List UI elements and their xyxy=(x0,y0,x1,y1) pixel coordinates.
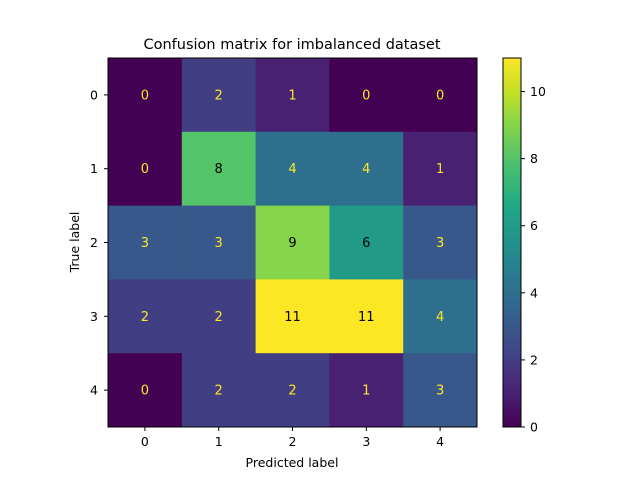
heatmap-cell xyxy=(255,353,330,428)
cell-value-label: 2 xyxy=(288,384,296,399)
cell-value-label: 3 xyxy=(436,236,444,251)
cell-value-labels: 0 2 1 0 0 0 8 4 4 1 3 3 9 6 3 2 2 11 11 4 0 2 2 1 3 xyxy=(141,88,444,398)
y-tick-label: 0 xyxy=(90,87,98,102)
cell-value-label: 3 xyxy=(215,236,223,251)
cell-value-label: 1 xyxy=(436,162,444,177)
heatmap-cell xyxy=(255,58,330,133)
y-axis-label: True label xyxy=(67,212,82,274)
cell-value-label: 0 xyxy=(362,88,370,103)
y-axis-ticks: 0 1 2 3 4 xyxy=(90,87,108,398)
heatmap-cell xyxy=(255,205,330,280)
heatmap-cell xyxy=(329,58,404,133)
cell-value-label: 0 xyxy=(141,88,149,103)
heatmap-cell xyxy=(329,353,404,428)
cell-value-label: 6 xyxy=(362,236,370,251)
y-tick-label: 3 xyxy=(90,309,98,324)
x-tick-label: 1 xyxy=(215,434,223,449)
cell-value-label: 3 xyxy=(141,236,149,251)
heatmap-cell xyxy=(181,58,257,133)
colorbar-tick-label: 0 xyxy=(530,420,538,435)
colorbar-tick-label: 2 xyxy=(530,352,538,367)
heatmap-cell xyxy=(329,205,404,280)
colorbar-tick-label: 10 xyxy=(530,84,546,99)
heatmap-cell xyxy=(329,279,404,354)
x-axis-ticks: 0 1 2 3 4 xyxy=(141,427,444,449)
heatmap-cell xyxy=(108,131,183,207)
colorbar-tick-label: 6 xyxy=(530,218,538,233)
cell-value-label: 9 xyxy=(288,236,296,251)
colorbar-tick-label: 4 xyxy=(530,285,538,300)
cell-value-label: 3 xyxy=(436,384,444,399)
x-tick-label: 0 xyxy=(141,434,149,449)
heatmap-cells xyxy=(108,58,478,428)
x-tick-label: 2 xyxy=(289,434,297,449)
cell-value-label: 4 xyxy=(362,162,370,177)
heatmap-cell xyxy=(108,353,183,428)
heatmap-cell xyxy=(255,279,330,354)
heatmap-cell xyxy=(108,205,183,280)
cell-value-label: 2 xyxy=(141,310,149,325)
cell-value-label: 1 xyxy=(288,88,296,103)
heatmap-cell xyxy=(403,58,478,133)
y-tick-label: 1 xyxy=(90,161,98,176)
cell-value-label: 0 xyxy=(436,88,444,103)
heatmap-cell xyxy=(108,58,183,133)
heatmap-cell xyxy=(108,279,183,354)
cell-value-label: 11 xyxy=(284,310,301,325)
x-axis-label: Predicted label xyxy=(246,455,339,470)
heatmap-cell xyxy=(181,131,257,207)
heatmap-cell xyxy=(181,279,257,354)
cell-value-label: 0 xyxy=(141,162,149,177)
colorbar xyxy=(502,57,522,428)
cell-value-label: 4 xyxy=(436,310,444,325)
heatmap-cell xyxy=(329,131,404,207)
cell-value-label: 8 xyxy=(215,162,223,177)
cell-value-label: 0 xyxy=(141,384,149,399)
cell-value-label: 2 xyxy=(215,310,223,325)
heatmap-cell xyxy=(403,279,478,354)
x-tick-label: 4 xyxy=(436,434,444,449)
heatmap-cell xyxy=(255,131,330,207)
x-tick-label: 3 xyxy=(362,434,370,449)
y-tick-label: 4 xyxy=(90,383,98,398)
y-tick-label: 2 xyxy=(90,235,98,250)
cell-value-label: 2 xyxy=(215,88,223,103)
cell-value-label: 2 xyxy=(215,384,223,399)
heatmap-cell xyxy=(181,205,257,280)
cell-value-label: 1 xyxy=(362,384,370,399)
cell-value-label: 4 xyxy=(288,162,296,177)
colorbar-ticks: 0 2 4 6 8 10 xyxy=(521,84,546,435)
heatmap-cell xyxy=(181,353,257,428)
colorbar-tick-label: 8 xyxy=(530,151,538,166)
heatmap-cell xyxy=(403,131,478,207)
cell-value-label: 11 xyxy=(358,310,375,325)
chart-title: Confusion matrix for imbalanced dataset xyxy=(143,37,440,53)
heatmap-cell xyxy=(403,205,478,280)
heatmap-cell xyxy=(403,353,478,428)
